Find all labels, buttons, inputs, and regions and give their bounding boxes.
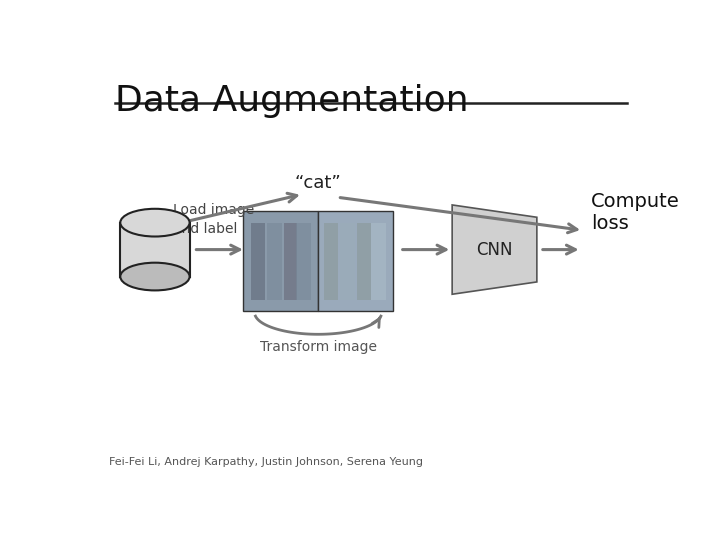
Text: “cat”: “cat” <box>294 174 341 192</box>
Bar <box>120 222 189 276</box>
Ellipse shape <box>120 262 189 291</box>
Text: Fei-Fei Li, Andrej Karpathy, Justin Johnson, Serena Yeung: Fei-Fei Li, Andrej Karpathy, Justin John… <box>109 457 423 467</box>
Bar <box>266 222 282 300</box>
Bar <box>318 211 393 311</box>
Text: Compute
loss: Compute loss <box>590 192 680 233</box>
Bar <box>340 222 355 300</box>
Polygon shape <box>452 205 537 294</box>
Bar <box>284 222 297 300</box>
Bar <box>356 222 371 300</box>
Text: Transform image: Transform image <box>260 340 377 354</box>
Bar <box>371 222 386 300</box>
Text: Data Augmentation: Data Augmentation <box>115 84 469 118</box>
Bar <box>324 222 338 300</box>
Ellipse shape <box>120 209 189 237</box>
Bar <box>251 222 265 300</box>
Bar <box>296 222 311 300</box>
Text: CNN: CNN <box>476 241 513 259</box>
Text: Load image
and label: Load image and label <box>173 204 254 236</box>
Bar <box>243 211 318 311</box>
